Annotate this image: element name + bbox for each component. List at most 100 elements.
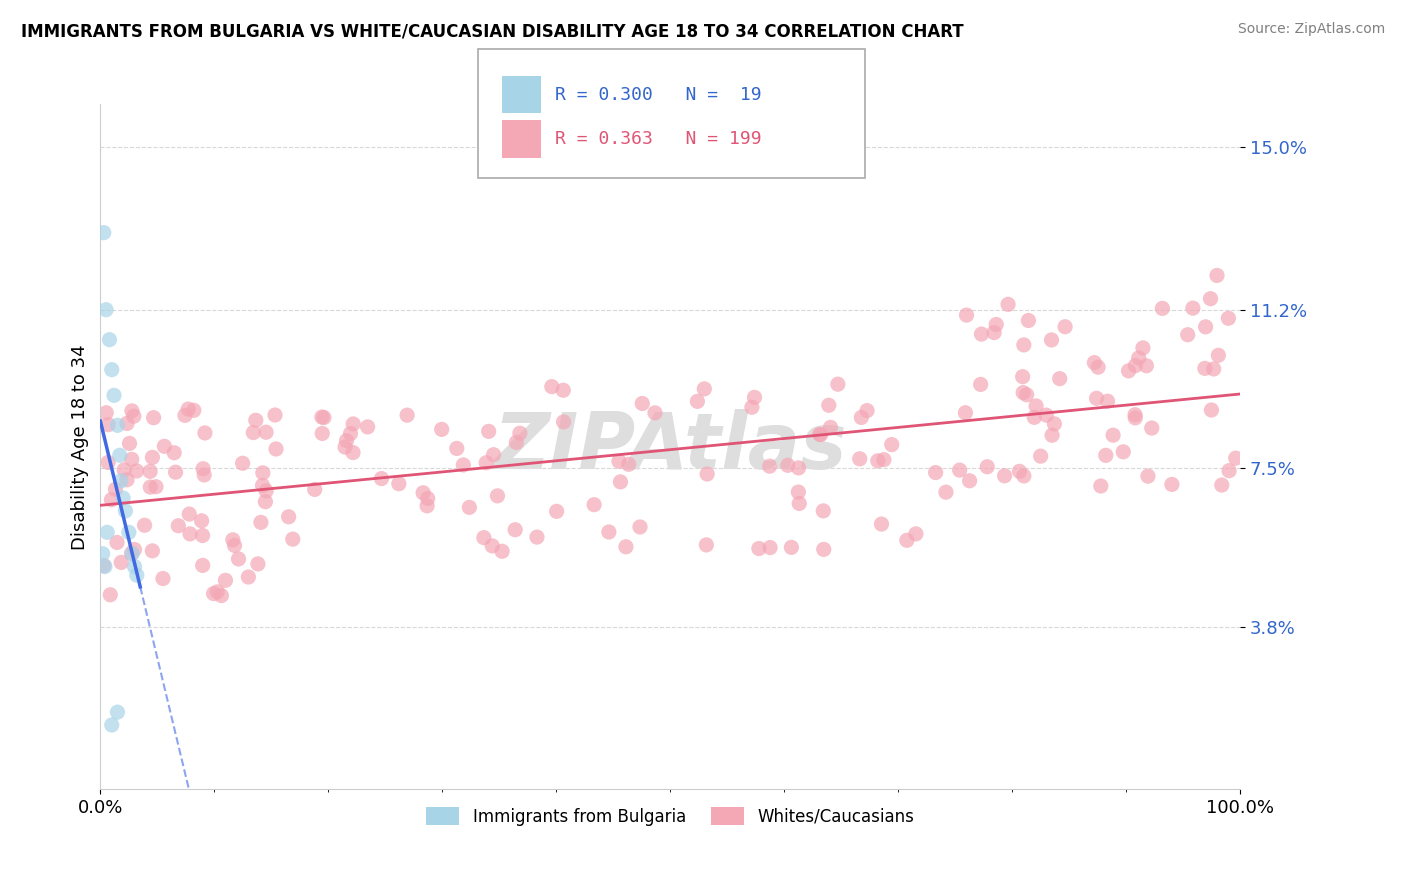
Y-axis label: Disability Age 18 to 34: Disability Age 18 to 34 (72, 344, 89, 549)
Point (472, 531, 495, 545)
Point (174, 409, 197, 423)
Point (1128, 351, 1150, 365)
Point (104, 483, 127, 497)
Point (851, 410, 873, 425)
Point (1123, 408, 1146, 422)
Point (396, 408, 419, 422)
Point (1199, 292, 1222, 306)
Point (98, 588, 121, 602)
Point (644, 406, 666, 420)
Point (583, 498, 606, 512)
Text: R = 0.300   N =  19: R = 0.300 N = 19 (555, 86, 762, 103)
Point (339, 426, 361, 441)
Point (983, 326, 1005, 340)
Point (1029, 449, 1052, 463)
Point (228, 552, 250, 566)
Point (222, 533, 245, 547)
Point (970, 327, 993, 342)
Point (817, 398, 839, 412)
Point (94, 559, 117, 574)
Point (183, 403, 205, 417)
Point (108, 448, 131, 462)
Point (254, 483, 277, 498)
Point (1194, 319, 1216, 334)
Point (118, 525, 141, 540)
Point (121, 452, 143, 467)
Point (546, 504, 568, 518)
Point (125, 464, 148, 478)
Point (139, 480, 162, 494)
Point (100, 492, 122, 507)
Point (617, 458, 640, 472)
Point (232, 456, 254, 470)
Point (1140, 421, 1163, 435)
Point (264, 408, 287, 422)
Point (1087, 360, 1109, 375)
Point (141, 544, 163, 558)
Point (1132, 341, 1154, 355)
Point (153, 439, 176, 453)
Point (110, 474, 132, 488)
Point (856, 403, 879, 417)
Point (214, 574, 236, 588)
Point (486, 489, 509, 503)
Point (167, 518, 190, 533)
Point (141, 450, 163, 465)
Point (124, 559, 146, 574)
Point (202, 586, 225, 600)
Point (118, 436, 141, 450)
Point (759, 541, 782, 555)
Point (1049, 371, 1071, 385)
Point (1011, 369, 1033, 384)
Legend: Immigrants from Bulgaria, Whites/Caucasians: Immigrants from Bulgaria, Whites/Caucasi… (419, 801, 921, 832)
Point (121, 547, 143, 561)
Point (787, 485, 810, 500)
Point (190, 514, 212, 528)
Point (696, 467, 718, 481)
Point (112, 463, 135, 477)
Point (100, 362, 122, 376)
Point (93, 226, 115, 240)
Point (163, 446, 186, 460)
Point (741, 401, 763, 415)
Point (458, 500, 481, 515)
Point (1012, 385, 1035, 400)
Point (250, 516, 273, 530)
Point (813, 504, 835, 518)
Point (758, 459, 780, 474)
Point (870, 517, 893, 532)
Point (478, 425, 501, 439)
Point (96, 406, 118, 420)
Point (955, 406, 977, 420)
Point (873, 452, 896, 467)
Point (1017, 313, 1039, 327)
Point (412, 485, 434, 500)
Point (114, 504, 136, 518)
Point (112, 491, 135, 505)
Point (609, 475, 631, 489)
Point (776, 458, 799, 473)
Point (1083, 356, 1105, 370)
Point (152, 572, 174, 586)
Point (607, 454, 630, 468)
Point (145, 480, 167, 494)
Point (1123, 410, 1146, 425)
Point (281, 532, 304, 546)
Point (179, 527, 201, 541)
Point (238, 570, 260, 584)
Point (193, 467, 215, 482)
Point (631, 396, 654, 410)
Point (246, 557, 269, 571)
Point (97, 455, 120, 469)
Point (1112, 445, 1135, 459)
Point (540, 379, 562, 393)
Point (1135, 359, 1157, 373)
Point (935, 485, 957, 500)
Point (1201, 403, 1223, 417)
Point (335, 434, 357, 448)
Point (134, 518, 156, 533)
Point (179, 507, 201, 521)
Point (1118, 364, 1140, 378)
Point (695, 538, 717, 552)
Point (224, 539, 246, 553)
